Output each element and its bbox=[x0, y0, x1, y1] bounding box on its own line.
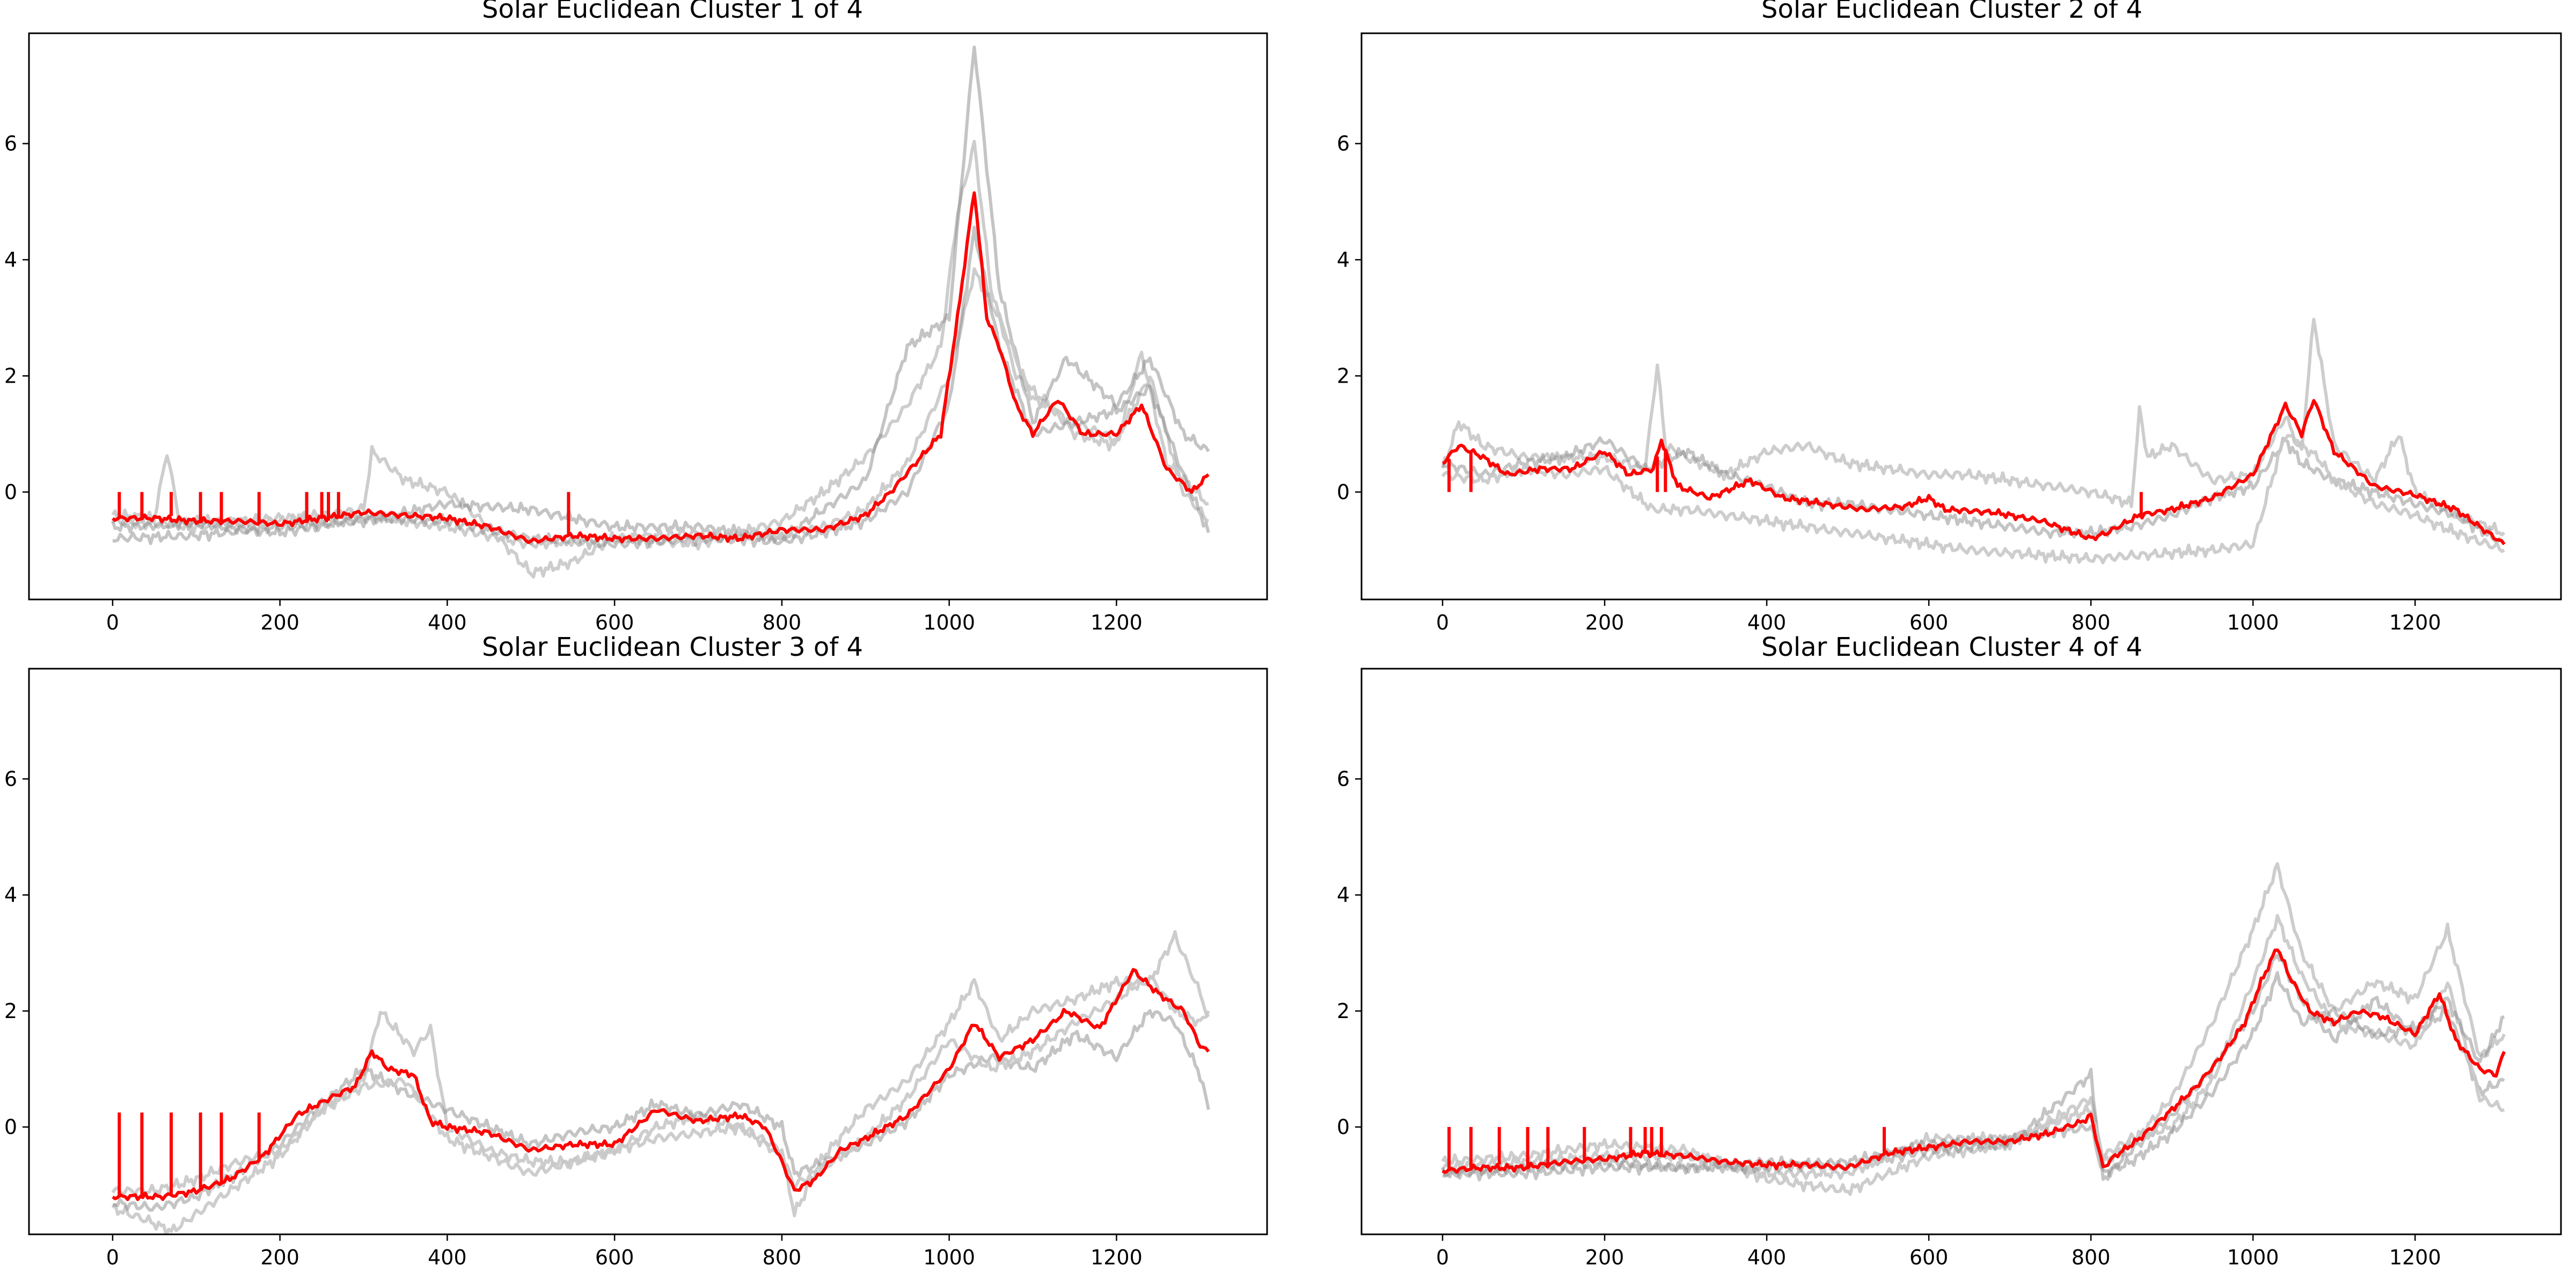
y-tick-label: 4 bbox=[1337, 883, 1350, 907]
subplot-4: Solar Euclidean Cluster 4 of 4 0 200 400 60… bbox=[1337, 632, 2562, 1269]
y-tick-label: 6 bbox=[1337, 132, 1350, 156]
x-tick-label: 1000 bbox=[923, 1246, 975, 1269]
member-series-line bbox=[1442, 436, 2506, 545]
y-tick-label: 2 bbox=[1337, 364, 1350, 387]
x-tick-label: 0 bbox=[106, 1246, 119, 1269]
x-tick-label: 600 bbox=[1909, 1246, 1949, 1269]
x-tick-label: 200 bbox=[1585, 611, 1624, 634]
x-tick-label: 200 bbox=[260, 1246, 299, 1269]
x-tick-label: 200 bbox=[1585, 1246, 1624, 1269]
centroid-series-line bbox=[1442, 399, 2506, 546]
x-tick-label: 800 bbox=[2072, 611, 2111, 634]
subplot-title: Solar Euclidean Cluster 2 of 4 bbox=[1761, 0, 2142, 24]
y-tick-label: 4 bbox=[4, 248, 17, 272]
y-tick-label: 2 bbox=[4, 364, 17, 387]
centroid-series-line bbox=[112, 968, 1210, 1201]
member-series-line bbox=[112, 1009, 1210, 1212]
y-tick-label: 0 bbox=[1337, 480, 1350, 504]
x-tick-label: 800 bbox=[2072, 1246, 2111, 1269]
x-tick-label: 600 bbox=[595, 611, 634, 634]
x-tick-label: 400 bbox=[1747, 611, 1787, 634]
y-tick-label: 6 bbox=[4, 767, 17, 791]
centroid-series-line bbox=[1441, 948, 2506, 1174]
axes-frame bbox=[1360, 32, 2562, 601]
subplot-3: Solar Euclidean Cluster 3 of 4 0 200 400 60… bbox=[4, 632, 1268, 1269]
axes-frame bbox=[28, 32, 1268, 601]
y-tick-label: 2 bbox=[1337, 999, 1350, 1023]
x-tick-label: 400 bbox=[428, 1246, 467, 1269]
y-tick-label: 2 bbox=[4, 999, 17, 1023]
x-tick-label: 1200 bbox=[2389, 611, 2441, 634]
subplot-title: Solar Euclidean Cluster 4 of 4 bbox=[1761, 632, 2142, 662]
x-tick-label: 0 bbox=[1436, 611, 1449, 634]
x-tick-label: 1200 bbox=[1091, 1246, 1143, 1269]
x-tick-label: 600 bbox=[595, 1246, 634, 1269]
subplot-1: Solar Euclidean Cluster 1 of 4 0 200 400 60… bbox=[4, 0, 1268, 634]
x-tick-label: 0 bbox=[1436, 1246, 1449, 1269]
y-tick-label: 4 bbox=[1337, 248, 1350, 272]
y-tick-label: 0 bbox=[4, 480, 17, 504]
x-tick-label: 400 bbox=[1747, 1246, 1787, 1269]
subplot-2: Solar Euclidean Cluster 2 of 4 0 200 400 60… bbox=[1337, 0, 2562, 634]
subplot-title: Solar Euclidean Cluster 3 of 4 bbox=[482, 632, 863, 662]
x-tick-label: 1000 bbox=[2227, 611, 2279, 634]
x-tick-label: 800 bbox=[763, 1246, 802, 1269]
x-tick-label: 0 bbox=[106, 611, 119, 634]
x-tick-label: 1200 bbox=[2389, 1246, 2441, 1269]
plot-area bbox=[1441, 318, 2506, 565]
x-tick-label: 800 bbox=[763, 611, 802, 634]
x-tick-label: 200 bbox=[260, 611, 299, 634]
plot-area bbox=[111, 45, 1210, 579]
member-series-line bbox=[111, 930, 1210, 1234]
y-tick-label: 6 bbox=[4, 132, 17, 156]
subplot-title: Solar Euclidean Cluster 1 of 4 bbox=[482, 0, 863, 24]
member-series-line bbox=[1441, 318, 2506, 537]
axes-frame bbox=[28, 668, 1268, 1235]
x-tick-label: 400 bbox=[428, 611, 467, 634]
axes-frame bbox=[1360, 668, 2562, 1235]
member-series-line bbox=[112, 45, 1210, 545]
y-tick-label: 6 bbox=[1337, 767, 1350, 791]
plot-area bbox=[111, 930, 1210, 1234]
member-series-line bbox=[1441, 862, 2506, 1196]
y-tick-label: 4 bbox=[4, 883, 17, 907]
x-tick-label: 1000 bbox=[2227, 1246, 2279, 1269]
plot-area bbox=[1441, 862, 2506, 1196]
x-tick-label: 600 bbox=[1909, 611, 1949, 634]
y-tick-label: 0 bbox=[1337, 1115, 1350, 1139]
member-series-line bbox=[1441, 434, 2505, 565]
x-tick-label: 1000 bbox=[923, 611, 975, 634]
y-tick-label: 0 bbox=[4, 1115, 17, 1139]
centroid-series-line bbox=[112, 191, 1210, 544]
x-tick-label: 1200 bbox=[1091, 611, 1143, 634]
